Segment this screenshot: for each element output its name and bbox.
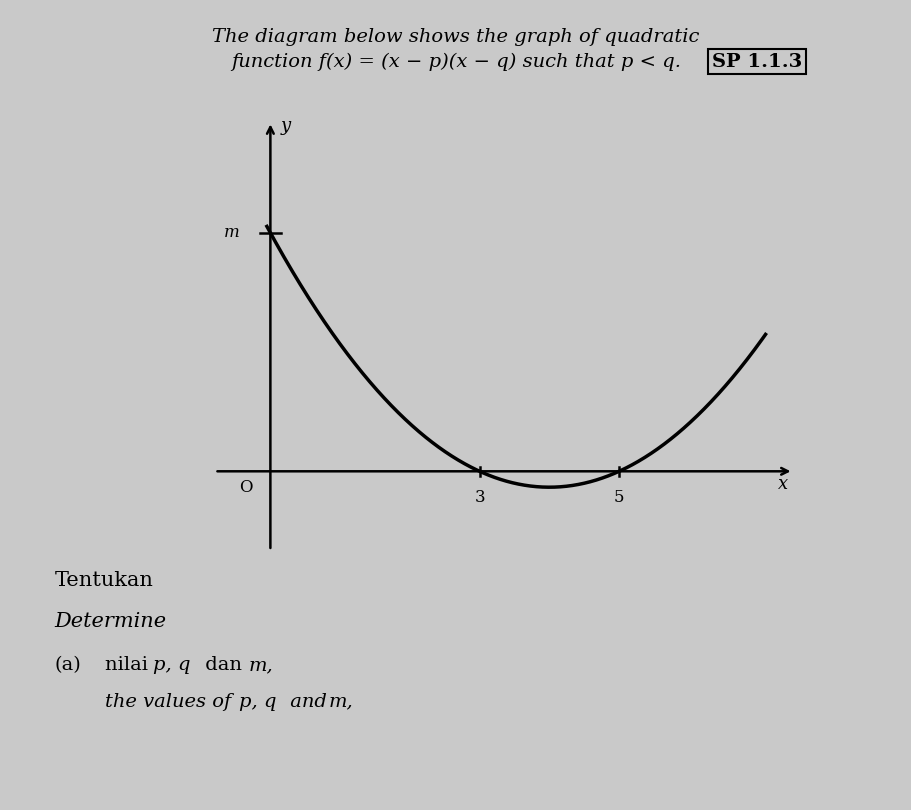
Text: y: y xyxy=(281,117,291,135)
Text: dan: dan xyxy=(199,656,248,674)
Text: p, q: p, q xyxy=(153,656,190,674)
Text: function f(x) = (x − p)(x − q) such that p < q.: function f(x) = (x − p)(x − q) such that… xyxy=(230,53,681,70)
Text: p, q: p, q xyxy=(239,693,276,710)
Text: m,: m, xyxy=(249,656,273,674)
Text: (a): (a) xyxy=(55,656,81,674)
Text: m,: m, xyxy=(328,693,353,710)
Text: 5: 5 xyxy=(613,488,624,505)
Text: m: m xyxy=(224,224,240,241)
Text: nilai: nilai xyxy=(105,656,154,674)
Text: 3: 3 xyxy=(474,488,485,505)
Text: SP 1.1.3: SP 1.1.3 xyxy=(711,53,801,70)
Text: Tentukan: Tentukan xyxy=(55,571,153,590)
Text: O: O xyxy=(239,479,252,496)
Text: and: and xyxy=(283,693,333,710)
Text: the values of: the values of xyxy=(105,693,237,710)
Text: The diagram below shows the graph of quadratic: The diagram below shows the graph of qua… xyxy=(212,28,699,46)
Text: Determine: Determine xyxy=(55,612,167,630)
Text: x: x xyxy=(777,475,787,493)
